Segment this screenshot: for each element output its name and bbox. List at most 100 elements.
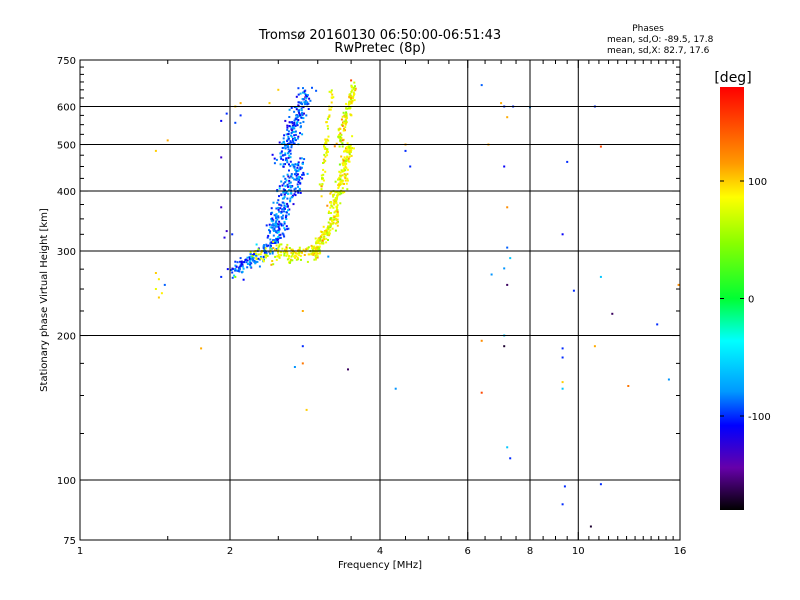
x-tick-label: 10 bbox=[572, 546, 585, 557]
x-mode-point bbox=[345, 149, 347, 152]
scatter-point bbox=[163, 283, 166, 286]
x-mode-point bbox=[329, 222, 332, 225]
x-mode-point bbox=[345, 114, 348, 117]
o-mode-point bbox=[292, 141, 295, 143]
y-tick-label: 500 bbox=[57, 141, 76, 152]
x-mode-point bbox=[330, 89, 333, 92]
o-mode-point bbox=[283, 146, 286, 149]
o-mode-point bbox=[274, 222, 277, 225]
y-tick-label: 300 bbox=[57, 247, 76, 258]
o-mode-point bbox=[287, 150, 290, 153]
o-mode-point bbox=[275, 220, 278, 223]
o-mode-point bbox=[287, 130, 290, 133]
x-mode-point bbox=[291, 252, 294, 255]
x-mode-point bbox=[338, 145, 341, 148]
o-mode-point bbox=[281, 184, 284, 187]
o-mode-point bbox=[304, 94, 307, 97]
x-mode-point bbox=[346, 179, 349, 182]
o-mode-point bbox=[280, 216, 283, 219]
x-mode-point bbox=[280, 243, 283, 246]
x-mode-point bbox=[259, 253, 262, 256]
x-mode-point bbox=[351, 89, 354, 92]
x-tick-label: 4 bbox=[377, 546, 383, 557]
x-mode-point bbox=[326, 231, 328, 234]
x-mode-point bbox=[321, 239, 324, 242]
x-mode-point bbox=[290, 248, 293, 251]
x-mode-point bbox=[342, 169, 345, 172]
o-mode-point bbox=[300, 109, 303, 112]
o-mode-point bbox=[277, 223, 280, 226]
o-mode-point bbox=[289, 197, 292, 200]
x-mode-point bbox=[351, 97, 354, 99]
x-mode-point bbox=[342, 159, 345, 162]
y-tick-label: 200 bbox=[57, 332, 76, 343]
o-mode-point bbox=[279, 163, 282, 166]
x-mode-point bbox=[275, 249, 278, 252]
x-mode-point bbox=[328, 234, 331, 237]
o-mode-point bbox=[306, 103, 309, 106]
scatter-point bbox=[301, 362, 304, 365]
x-mode-point bbox=[347, 145, 350, 148]
o-mode-point bbox=[302, 120, 305, 123]
o-mode-point bbox=[286, 128, 289, 131]
scatter-point bbox=[234, 260, 237, 263]
x-mode-point bbox=[341, 174, 344, 177]
o-mode-point bbox=[234, 264, 237, 267]
o-mode-point bbox=[293, 173, 296, 176]
x-mode-point bbox=[335, 202, 338, 205]
o-mode-point bbox=[272, 219, 275, 222]
o-mode-point bbox=[302, 106, 305, 109]
o-mode-point bbox=[293, 165, 296, 168]
o-mode-point bbox=[277, 199, 280, 202]
x-mode-point bbox=[329, 218, 332, 221]
x-mode-point bbox=[343, 173, 346, 176]
o-mode-point bbox=[276, 240, 279, 242]
o-mode-point bbox=[291, 176, 294, 179]
x-mode-point bbox=[272, 247, 275, 250]
x-mode-point bbox=[295, 255, 298, 258]
o-mode-point bbox=[283, 195, 286, 198]
x-mode-point bbox=[348, 155, 351, 158]
o-mode-point bbox=[278, 210, 281, 213]
o-mode-point bbox=[296, 137, 299, 140]
x-mode-point bbox=[336, 212, 339, 215]
o-mode-point bbox=[282, 214, 285, 217]
o-mode-point bbox=[296, 166, 299, 169]
o-mode-point bbox=[303, 158, 306, 161]
x-mode-point bbox=[332, 199, 335, 202]
o-mode-point bbox=[289, 165, 292, 168]
x-mode-point bbox=[348, 146, 351, 149]
o-mode-point bbox=[288, 176, 291, 179]
o-mode-point bbox=[284, 119, 287, 122]
x-mode-point bbox=[333, 218, 336, 221]
o-mode-point bbox=[297, 191, 300, 194]
o-mode-point bbox=[234, 269, 237, 272]
x-mode-point bbox=[260, 251, 263, 254]
o-mode-point bbox=[262, 255, 265, 258]
o-mode-point bbox=[301, 103, 304, 106]
x-mode-point bbox=[326, 154, 329, 157]
o-mode-point bbox=[238, 270, 241, 273]
y-tick-label: 75 bbox=[63, 536, 76, 547]
x-mode-point bbox=[319, 230, 322, 233]
x-mode-point bbox=[315, 242, 318, 245]
o-mode-point bbox=[294, 190, 297, 193]
o-mode-point bbox=[234, 267, 237, 270]
x-mode-point bbox=[306, 247, 309, 250]
x-mode-point bbox=[335, 142, 338, 145]
x-mode-point bbox=[324, 140, 327, 143]
x-mode-point bbox=[341, 162, 344, 165]
o-mode-point bbox=[231, 271, 234, 274]
x-mode-point bbox=[350, 154, 353, 157]
o-mode-point bbox=[240, 260, 243, 263]
o-mode-point bbox=[288, 189, 290, 191]
x-mode-point bbox=[288, 255, 290, 257]
scatter-point bbox=[220, 119, 223, 122]
o-mode-point bbox=[269, 238, 272, 241]
o-mode-point bbox=[293, 178, 296, 181]
o-mode-point bbox=[307, 108, 310, 110]
o-mode-point bbox=[289, 141, 292, 144]
o-mode-point bbox=[297, 110, 300, 113]
x-tick-label: 1 bbox=[77, 546, 83, 557]
o-mode-point bbox=[276, 231, 279, 234]
